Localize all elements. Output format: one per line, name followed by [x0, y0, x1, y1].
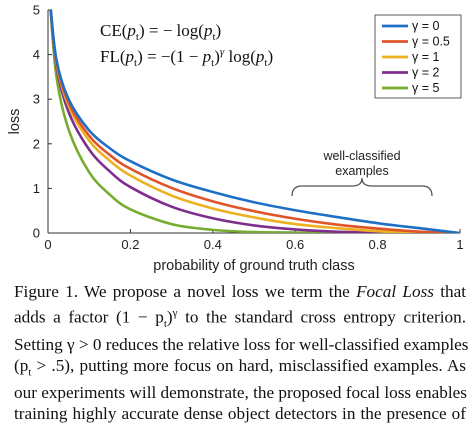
chart-axes: 0 0.2 0.4 0.6 0.8 1 0 1 2 3 4 5 probability of groun…	[7, 3, 464, 275]
caption-fragment: t	[28, 366, 32, 378]
caption-fragment: that	[433, 282, 466, 301]
caption-fragment: Figure 1. We propose a novel loss we ter…	[14, 282, 357, 301]
ce-equation: CE(pt) = − log(pt)	[100, 21, 221, 43]
series-line-3	[49, 10, 460, 233]
figure-caption: Figure 1. We propose a novel loss we ter…	[14, 282, 469, 424]
x-tick-label: 0	[44, 237, 51, 252]
caption-line: (pt > .5), putting more focus on hard, m…	[14, 356, 466, 383]
x-tick-label: 0.2	[121, 237, 139, 252]
y-tick-label: 4	[33, 47, 40, 62]
caption-fragment: t	[163, 317, 167, 330]
caption-fragment: training highly accurate dense object de…	[14, 403, 466, 423]
well-classified-brace	[291, 177, 433, 197]
legend-label-3: γ = 2	[412, 66, 439, 80]
y-tick-label: 3	[33, 92, 40, 107]
caption-fragment: γ	[172, 306, 178, 319]
chart-legend: γ = 0 γ = 0.5γ = 1 γ = 2γ = 5	[374, 14, 462, 99]
x-tick-label: 0.6	[286, 237, 304, 252]
fl-equation: FL(pt) = −(1 − pt)γ log(pt)	[100, 46, 273, 69]
focal-loss-chart: 0 0.2 0.4 0.6 0.8 1 0 1 2 3 4 5 probability of groun…	[7, 3, 464, 275]
well-classified-label: well-classified	[322, 149, 400, 163]
caption-fragment: to the standard cross entropy criterion.	[177, 307, 467, 327]
series-line-0	[49, 10, 460, 233]
legend-label-1: γ = 0.5	[412, 35, 450, 49]
legend-label-0: γ = 0	[412, 19, 439, 33]
y-tick-label: 0	[33, 226, 40, 241]
x-tick-label: 0.4	[204, 237, 222, 252]
legend-label-2: γ = 1	[412, 50, 439, 64]
y-tick-label: 2	[33, 136, 40, 151]
caption-fragment: our experiments will demonstrate, the pr…	[14, 382, 467, 402]
caption-line: Setting γ > 0 reduces the relative loss …	[14, 334, 469, 356]
caption-fragment: (p	[14, 355, 29, 375]
x-tick-label: 1	[456, 237, 463, 252]
caption-line: our experiments will demonstrate, the pr…	[14, 382, 467, 404]
y-axis-label: loss	[7, 109, 23, 135]
caption-fragment: Focal Loss	[356, 282, 434, 301]
series-line-4	[49, 10, 460, 233]
caption-line: adds a factor (1 − pt)γ to the standard …	[14, 303, 466, 335]
caption-fragment: adds a factor (1 − p	[14, 307, 164, 327]
x-axis-label: probability of ground truth class	[153, 258, 355, 274]
legend-label-4: γ = 5	[412, 81, 439, 95]
caption-fragment: )	[166, 307, 173, 327]
examples-label: examples	[335, 164, 389, 178]
y-tick-label: 5	[33, 3, 40, 18]
x-tick-label: 0.8	[369, 237, 387, 252]
series-line-1	[49, 10, 460, 233]
caption-fragment: > .5), putting more focus on hard, miscl…	[31, 355, 466, 375]
caption-line: Figure 1. We propose a novel loss we ter…	[14, 282, 466, 303]
caption-fragment: Setting γ > 0 reduces the relative loss …	[14, 334, 469, 354]
chart-series	[49, 10, 460, 233]
y-tick-label: 1	[33, 181, 40, 196]
